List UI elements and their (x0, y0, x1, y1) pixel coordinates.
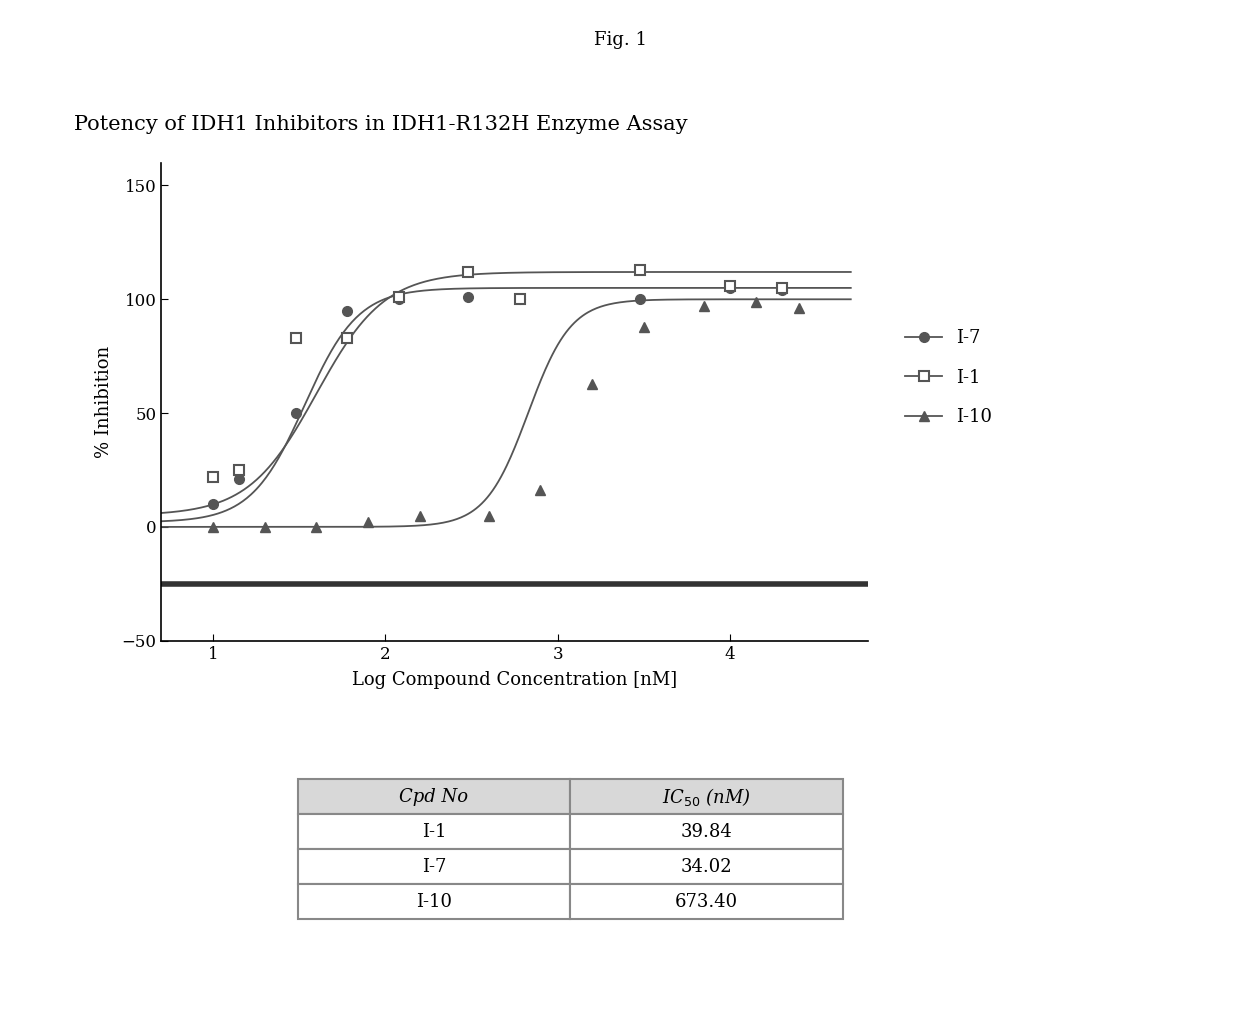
X-axis label: Log Compound Concentration [nM]: Log Compound Concentration [nM] (352, 671, 677, 689)
Text: Fig. 1: Fig. 1 (594, 31, 646, 49)
Y-axis label: % Inhibition: % Inhibition (95, 346, 113, 458)
Text: Potency of IDH1 Inhibitors in IDH1-R132H Enzyme Assay: Potency of IDH1 Inhibitors in IDH1-R132H… (74, 115, 688, 134)
Legend: I-7, I-1, I-10: I-7, I-1, I-10 (898, 322, 999, 433)
